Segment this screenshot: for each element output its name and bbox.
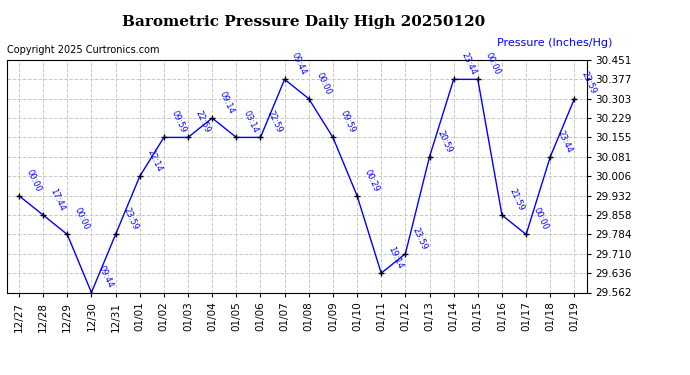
Text: 23:44: 23:44 xyxy=(460,51,477,76)
Text: Pressure (Inches/Hg): Pressure (Inches/Hg) xyxy=(497,38,612,48)
Text: 23:59: 23:59 xyxy=(580,70,598,96)
Text: Copyright 2025 Curtronics.com: Copyright 2025 Curtronics.com xyxy=(7,45,159,55)
Text: 23:59: 23:59 xyxy=(121,206,139,232)
Text: 09:59: 09:59 xyxy=(339,109,357,135)
Text: 17:44: 17:44 xyxy=(49,187,67,212)
Text: 00:00: 00:00 xyxy=(73,206,91,232)
Text: 00:29: 00:29 xyxy=(363,168,381,193)
Text: 22:14: 22:14 xyxy=(146,148,164,174)
Text: 21:59: 21:59 xyxy=(508,187,526,212)
Text: 00:00: 00:00 xyxy=(484,51,502,76)
Text: 19:14: 19:14 xyxy=(387,245,405,270)
Text: 09:44: 09:44 xyxy=(290,51,308,76)
Text: Barometric Pressure Daily High 20250120: Barometric Pressure Daily High 20250120 xyxy=(122,15,485,29)
Text: 09:44: 09:44 xyxy=(97,264,115,290)
Text: 03:14: 03:14 xyxy=(242,109,260,135)
Text: 20:59: 20:59 xyxy=(435,129,453,154)
Text: 23:59: 23:59 xyxy=(411,226,429,251)
Text: 00:00: 00:00 xyxy=(25,168,43,193)
Text: 22:59: 22:59 xyxy=(266,109,284,135)
Text: 00:00: 00:00 xyxy=(315,70,333,96)
Text: 22:59: 22:59 xyxy=(194,109,212,135)
Text: 09:59: 09:59 xyxy=(170,109,188,135)
Text: 23:44: 23:44 xyxy=(556,129,574,154)
Text: 00:00: 00:00 xyxy=(532,206,550,232)
Text: 09:14: 09:14 xyxy=(218,90,236,115)
